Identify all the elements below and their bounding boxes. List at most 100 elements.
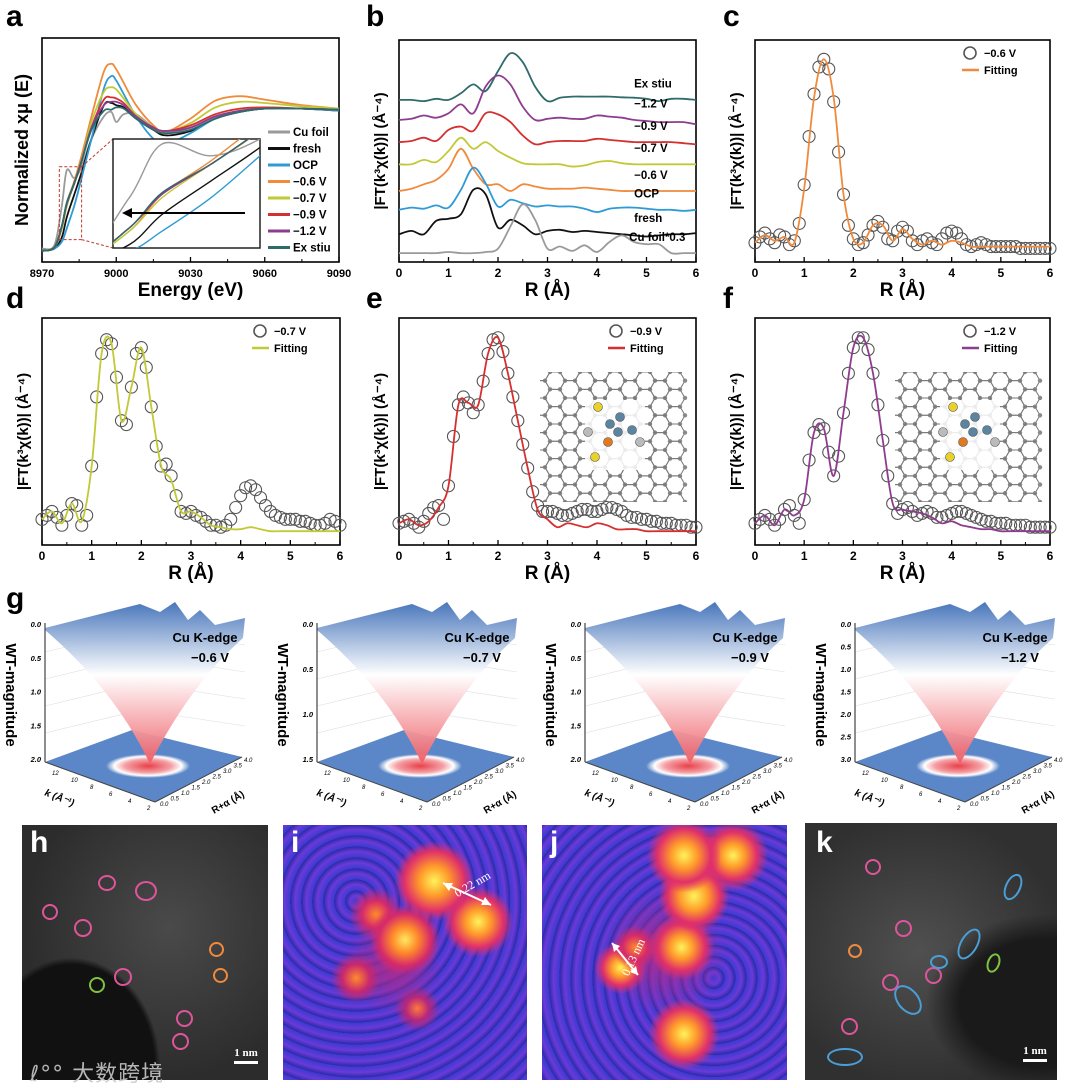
x-tick-label: 2 bbox=[495, 549, 502, 563]
graphene-ring bbox=[994, 372, 1006, 373]
data-point bbox=[496, 345, 510, 359]
wt-surface bbox=[45, 602, 245, 764]
wt-surface bbox=[317, 602, 517, 764]
metal-atom bbox=[968, 427, 978, 437]
wt-floor-hotspot bbox=[378, 754, 462, 778]
z-tick-label: 1.0 bbox=[571, 688, 582, 697]
graphene-ring bbox=[590, 346, 610, 363]
r-tick-label: 1.5 bbox=[464, 786, 473, 792]
data-point bbox=[253, 491, 268, 505]
carbon-atom bbox=[678, 508, 682, 512]
x-tick-label: 5 bbox=[997, 266, 1004, 280]
carbon-atom bbox=[682, 413, 688, 418]
carbon-atom bbox=[533, 448, 537, 452]
data-point bbox=[481, 346, 495, 361]
data-point bbox=[70, 498, 84, 513]
data-point bbox=[979, 514, 993, 528]
graphene-ring bbox=[564, 501, 576, 502]
graphene-ring bbox=[870, 511, 890, 528]
carbon-atom bbox=[1037, 447, 1043, 453]
data-point bbox=[748, 516, 762, 530]
carbon-atom bbox=[593, 361, 597, 365]
data-point bbox=[441, 479, 456, 493]
metal-atom bbox=[635, 437, 645, 447]
scale-bar: 1 nm bbox=[1023, 1045, 1047, 1062]
r-tick-label: 4.0 bbox=[1054, 758, 1063, 764]
r-tick-label: 1.0 bbox=[181, 791, 190, 797]
carbon-atom bbox=[888, 361, 892, 365]
x-tick-label: 4 bbox=[948, 549, 955, 563]
carbon-atom bbox=[573, 361, 577, 365]
z-tick-label: 1.0 bbox=[303, 710, 314, 719]
x-tick-label: 4 bbox=[948, 266, 955, 280]
k-axis-label: k (Å⁻¹) bbox=[315, 786, 349, 810]
legend-label: −1.2 V bbox=[293, 226, 327, 238]
data-point bbox=[526, 485, 540, 499]
data-point bbox=[119, 418, 133, 432]
cluster-marker-green bbox=[983, 951, 1004, 975]
k-axis-label: k (Å⁻¹) bbox=[853, 786, 887, 810]
carbon-atom bbox=[668, 352, 672, 356]
carbon-atom bbox=[682, 395, 688, 401]
data-point bbox=[244, 479, 258, 493]
data-point bbox=[634, 512, 649, 526]
data-point bbox=[861, 343, 875, 357]
data-point bbox=[521, 461, 535, 475]
z-tick-label: 1.0 bbox=[841, 665, 852, 674]
carbon-atom bbox=[1037, 395, 1043, 401]
legend-label: Fitting bbox=[274, 343, 308, 355]
inset-frame bbox=[112, 138, 261, 249]
k-tick-label: 6 bbox=[649, 792, 653, 798]
series-label: −0.6 V bbox=[634, 170, 668, 182]
series-line-−0.7 V bbox=[398, 136, 696, 168]
zoom-region-box bbox=[58, 166, 83, 241]
legend-label: −0.6 V bbox=[293, 177, 327, 189]
carbon-atom bbox=[888, 396, 892, 400]
z-tick-label: 1.5 bbox=[571, 721, 582, 730]
data-point bbox=[511, 414, 525, 428]
x-tick-label: 1 bbox=[801, 266, 808, 280]
carbon-atom bbox=[623, 361, 627, 365]
x-tick-label: 4 bbox=[237, 549, 244, 563]
x-tick-label: 3 bbox=[544, 266, 551, 280]
k-axis bbox=[584, 761, 696, 803]
r-axis-label: R+α (Å) bbox=[749, 787, 787, 816]
metal-atom bbox=[960, 419, 970, 429]
carbon-atom bbox=[1037, 465, 1043, 470]
k-axis-label: k (Å⁻¹) bbox=[43, 786, 77, 810]
carbon-atom bbox=[978, 361, 982, 365]
r-axis-label: R+α (Å) bbox=[209, 787, 247, 816]
data-point bbox=[905, 234, 919, 248]
edge-label: Cu K-edge bbox=[445, 630, 510, 645]
wt-surface-plot: 0.00.51.01.52.0121086420.00.51.01.52.02.… bbox=[542, 602, 793, 817]
data-point bbox=[194, 510, 208, 524]
fitting-line bbox=[754, 334, 1050, 533]
r-tick-label: 0.0 bbox=[700, 802, 709, 808]
x-tick-label: 5 bbox=[643, 549, 650, 563]
cluster-marker-blue bbox=[827, 1048, 863, 1066]
graphene-ring bbox=[540, 501, 546, 502]
k-tick-label: 2 bbox=[956, 806, 961, 812]
r-tick-label: 2.0 bbox=[1011, 780, 1021, 786]
cluster-marker-green bbox=[89, 977, 105, 993]
r-tick-label: 3.5 bbox=[506, 764, 515, 770]
graphene-ring bbox=[919, 501, 931, 502]
z-tick-label: 0.0 bbox=[841, 620, 852, 629]
data-point bbox=[950, 504, 964, 518]
x-tick-label: 2 bbox=[138, 549, 145, 563]
legend-marker bbox=[253, 324, 267, 338]
k-tick-label: 8 bbox=[900, 785, 904, 791]
data-point bbox=[40, 508, 54, 522]
z-tick-label: 3.0 bbox=[841, 755, 852, 764]
carbon-atom bbox=[682, 378, 688, 383]
data-point bbox=[895, 220, 910, 234]
k-tick-label: 2 bbox=[418, 806, 423, 812]
y-axis-label: |FT(k³χ(k))| (Å⁻⁴) bbox=[728, 373, 745, 490]
graphene-ring bbox=[624, 501, 636, 502]
carbon-atom bbox=[668, 508, 672, 512]
k-axis bbox=[44, 761, 156, 803]
r-tick-label: 0.5 bbox=[981, 797, 990, 803]
r-tick-label: 4.0 bbox=[244, 758, 253, 764]
graphene-ring bbox=[964, 372, 976, 373]
r-tick-label: 3.5 bbox=[234, 764, 243, 770]
